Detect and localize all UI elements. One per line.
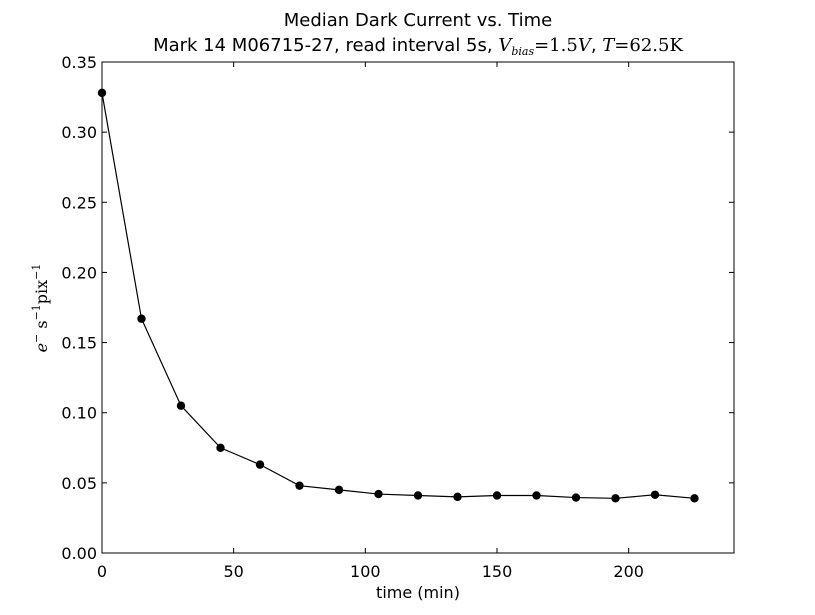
- ylabel-s-sup: −1: [30, 304, 43, 320]
- subtitle-text: Mark 14 M06715-27, read interval 5s,: [153, 35, 498, 56]
- data-point: [492, 491, 502, 500]
- data-point: [255, 460, 265, 469]
- x-tick-label: 50: [223, 562, 243, 581]
- x-tick-label: 150: [482, 562, 513, 581]
- subtitle-v-unit: V: [578, 35, 593, 56]
- y-tick-label: 0.15: [61, 334, 97, 353]
- plot-frame: [101, 61, 735, 554]
- y-tick-label: 0.20: [61, 263, 97, 282]
- subtitle-t-unit: K: [669, 35, 683, 56]
- chart-subtitle: Mark 14 M06715-27, read interval 5s, Vbi…: [153, 35, 683, 58]
- x-tick-label: 100: [350, 562, 381, 581]
- data-point: [690, 494, 699, 503]
- chart-title: Median Dark Current vs. Time: [284, 10, 552, 31]
- subtitle-v-subscript: bias: [511, 45, 534, 58]
- subtitle-sep: ,: [591, 35, 602, 56]
- data-series: [97, 88, 699, 503]
- ylabel-e: e: [32, 343, 51, 352]
- ylabel-pix-sup: −1: [30, 264, 43, 280]
- data-point: [532, 491, 541, 500]
- subtitle-t-symbol: T: [602, 35, 616, 56]
- series-line: [101, 92, 695, 499]
- data-point: [137, 314, 146, 323]
- y-axis-label: e− s−1pix−1: [30, 264, 51, 353]
- y-tick-label: 0.35: [61, 53, 97, 72]
- y-tick-label: 0.10: [61, 404, 97, 423]
- data-point: [295, 481, 304, 490]
- ylabel-pix: pix: [32, 280, 51, 304]
- subtitle-v-symbol: V: [498, 35, 513, 56]
- data-point: [176, 401, 186, 410]
- ylabel-e-sup: −: [30, 334, 43, 343]
- x-tick-label: 0: [97, 562, 107, 581]
- data-point: [334, 485, 344, 495]
- data-point: [611, 494, 620, 503]
- subtitle-v-value: =1.5: [534, 35, 578, 56]
- data-point: [374, 489, 383, 499]
- y-tick-label: 0.00: [61, 544, 97, 563]
- data-point: [453, 492, 462, 502]
- data-point: [571, 493, 581, 502]
- x-tick-label: 200: [613, 562, 644, 581]
- axis-ticks: [101, 61, 734, 554]
- y-tick-label: 0.25: [61, 193, 97, 212]
- ylabel-s: s: [32, 320, 51, 333]
- y-tick-label: 0.30: [61, 123, 97, 142]
- axis-tick-labels: 0 50 100 150 200 0.00 0.05 0.10 0.15 0.20 0.25 0.30…: [61, 53, 644, 581]
- y-tick-label: 0.05: [61, 474, 97, 493]
- data-point: [413, 491, 423, 500]
- subtitle-t-value: =62.5: [614, 35, 669, 56]
- data-point: [216, 443, 225, 452]
- x-axis-label: time (min): [376, 583, 460, 602]
- data-point: [97, 88, 107, 98]
- data-point: [650, 490, 660, 499]
